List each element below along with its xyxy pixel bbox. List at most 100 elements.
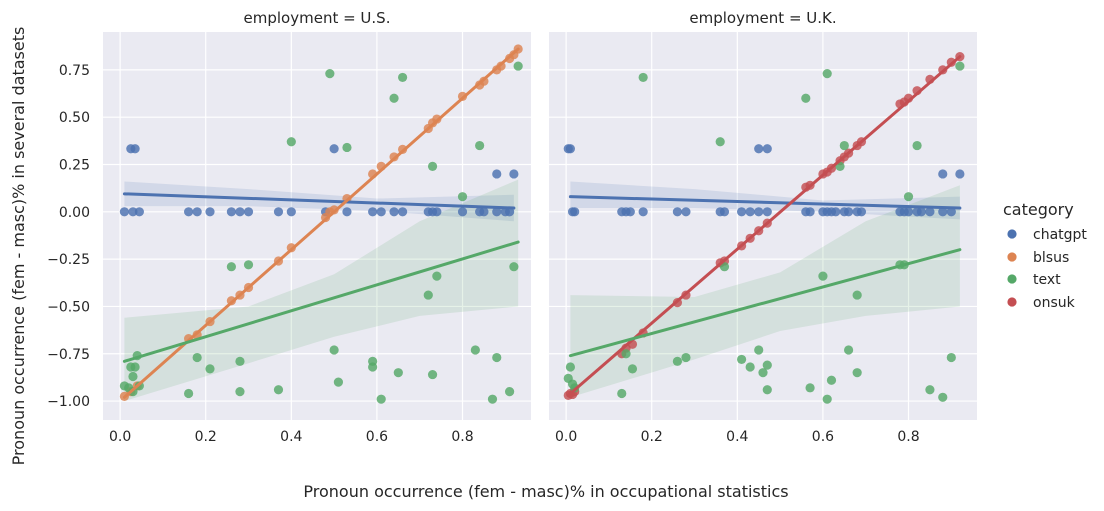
point-text: [681, 352, 691, 363]
point-text: [844, 345, 854, 355]
legend-label-chatgpt: chatgpt: [1033, 227, 1087, 243]
point-chatgpt: [565, 144, 576, 154]
point-text: [492, 352, 502, 363]
point-chatgpt: [638, 207, 648, 217]
point-text: [627, 364, 638, 374]
point-text: [286, 137, 296, 147]
legend-item-blsus: blsus: [1006, 250, 1069, 266]
point-chatgpt: [625, 207, 635, 217]
point-chatgpt: [492, 169, 502, 179]
point-chatgpt: [754, 207, 764, 217]
x-axis-label: Pronoun occurrence (fem - masc)% in occu…: [303, 482, 788, 501]
point-chatgpt: [745, 207, 755, 217]
point-chatgpt: [273, 207, 284, 217]
point-chatgpt: [119, 207, 129, 217]
point-text: [762, 385, 772, 395]
point-text: [184, 388, 194, 399]
point-text: [333, 377, 343, 387]
point-text: [376, 394, 386, 404]
point-chatgpt: [955, 169, 965, 179]
point-text: [903, 192, 914, 202]
point-text: [457, 192, 468, 202]
point-text: [737, 354, 747, 365]
point-chatgpt: [368, 207, 378, 217]
point-text: [818, 271, 828, 281]
point-text: [801, 93, 811, 103]
point-text: [487, 394, 498, 404]
point-text: [205, 364, 215, 374]
point-text: [715, 137, 725, 147]
point-text: [509, 262, 519, 272]
point-chatgpt: [570, 207, 580, 217]
point-chatgpt: [844, 207, 854, 217]
point-chatgpt: [719, 207, 730, 217]
point-chatgpt: [831, 207, 841, 217]
point-text: [946, 352, 956, 363]
y-tick-label: −1.00: [47, 394, 90, 410]
point-chatgpt: [376, 207, 386, 217]
point-chatgpt: [492, 207, 502, 217]
point-text: [565, 362, 576, 372]
point-text: [925, 385, 935, 395]
fit-line-text: [568, 248, 962, 358]
point-text: [427, 161, 438, 171]
point-text: [368, 362, 378, 372]
point-chatgpt: [457, 207, 468, 217]
point-chatgpt: [737, 207, 747, 217]
point-chatgpt: [130, 144, 140, 154]
point-text: [342, 142, 352, 153]
point-text: [235, 356, 245, 366]
y-tick-label: −0.25: [47, 252, 90, 268]
panel-title-uk: employment = U.K.: [689, 9, 836, 27]
legend-label-text: text: [1033, 272, 1061, 288]
point-chatgpt: [205, 207, 215, 217]
point-text: [852, 290, 862, 300]
point-chatgpt: [329, 144, 339, 154]
point-chatgpt: [762, 144, 772, 154]
point-text: [475, 140, 485, 151]
fit-line-text: [122, 240, 520, 363]
legend-marker-blsus: [1006, 251, 1018, 263]
legend-item-text: text: [1006, 272, 1061, 288]
point-text: [938, 392, 948, 402]
point-chatgpt: [916, 207, 926, 217]
legend-marker-onsuk: [1006, 296, 1018, 308]
x-tick-label: 0.4: [280, 429, 302, 445]
point-chatgpt: [505, 207, 515, 217]
point-chatgpt: [184, 207, 194, 217]
y-tick-label: 0.75: [59, 63, 90, 79]
fit-line-chatgpt: [568, 195, 962, 210]
point-text: [513, 61, 523, 71]
point-text: [329, 345, 339, 355]
point-chatgpt: [938, 207, 948, 217]
panel-title-us: employment = U.S.: [244, 9, 391, 27]
point-chatgpt: [672, 207, 683, 217]
point-chatgpt: [762, 207, 772, 217]
point-chatgpt: [192, 207, 202, 217]
y-tick-label: −0.50: [47, 299, 90, 315]
y-axis-label: Pronoun occurrence (fem - masc)% in seve…: [9, 27, 28, 466]
y-tick-label: 0.25: [59, 157, 90, 173]
point-text: [423, 290, 433, 300]
point-text: [128, 371, 138, 382]
panel-uk: employment = U.K. 0.0 0.2 0.4 0.6 0.8: [549, 9, 977, 445]
point-text: [719, 262, 730, 272]
point-text: [754, 345, 764, 355]
point-text: [826, 375, 837, 385]
fit-line-blsus: [122, 47, 520, 399]
point-text: [638, 72, 648, 83]
point-chatgpt: [479, 207, 489, 217]
legend-marker-chatgpt: [1006, 228, 1018, 240]
point-chatgpt: [235, 207, 245, 217]
point-text: [822, 69, 832, 79]
point-text: [758, 368, 768, 378]
legend-item-onsuk: onsuk: [1006, 295, 1076, 311]
point-chatgpt: [432, 207, 442, 217]
point-text: [427, 369, 438, 380]
y-tick-label: 0.00: [59, 205, 90, 221]
point-text: [745, 362, 755, 372]
point-text: [672, 356, 683, 366]
fit-line-chatgpt: [122, 192, 516, 210]
point-text: [389, 93, 399, 103]
point-chatgpt: [243, 207, 254, 217]
